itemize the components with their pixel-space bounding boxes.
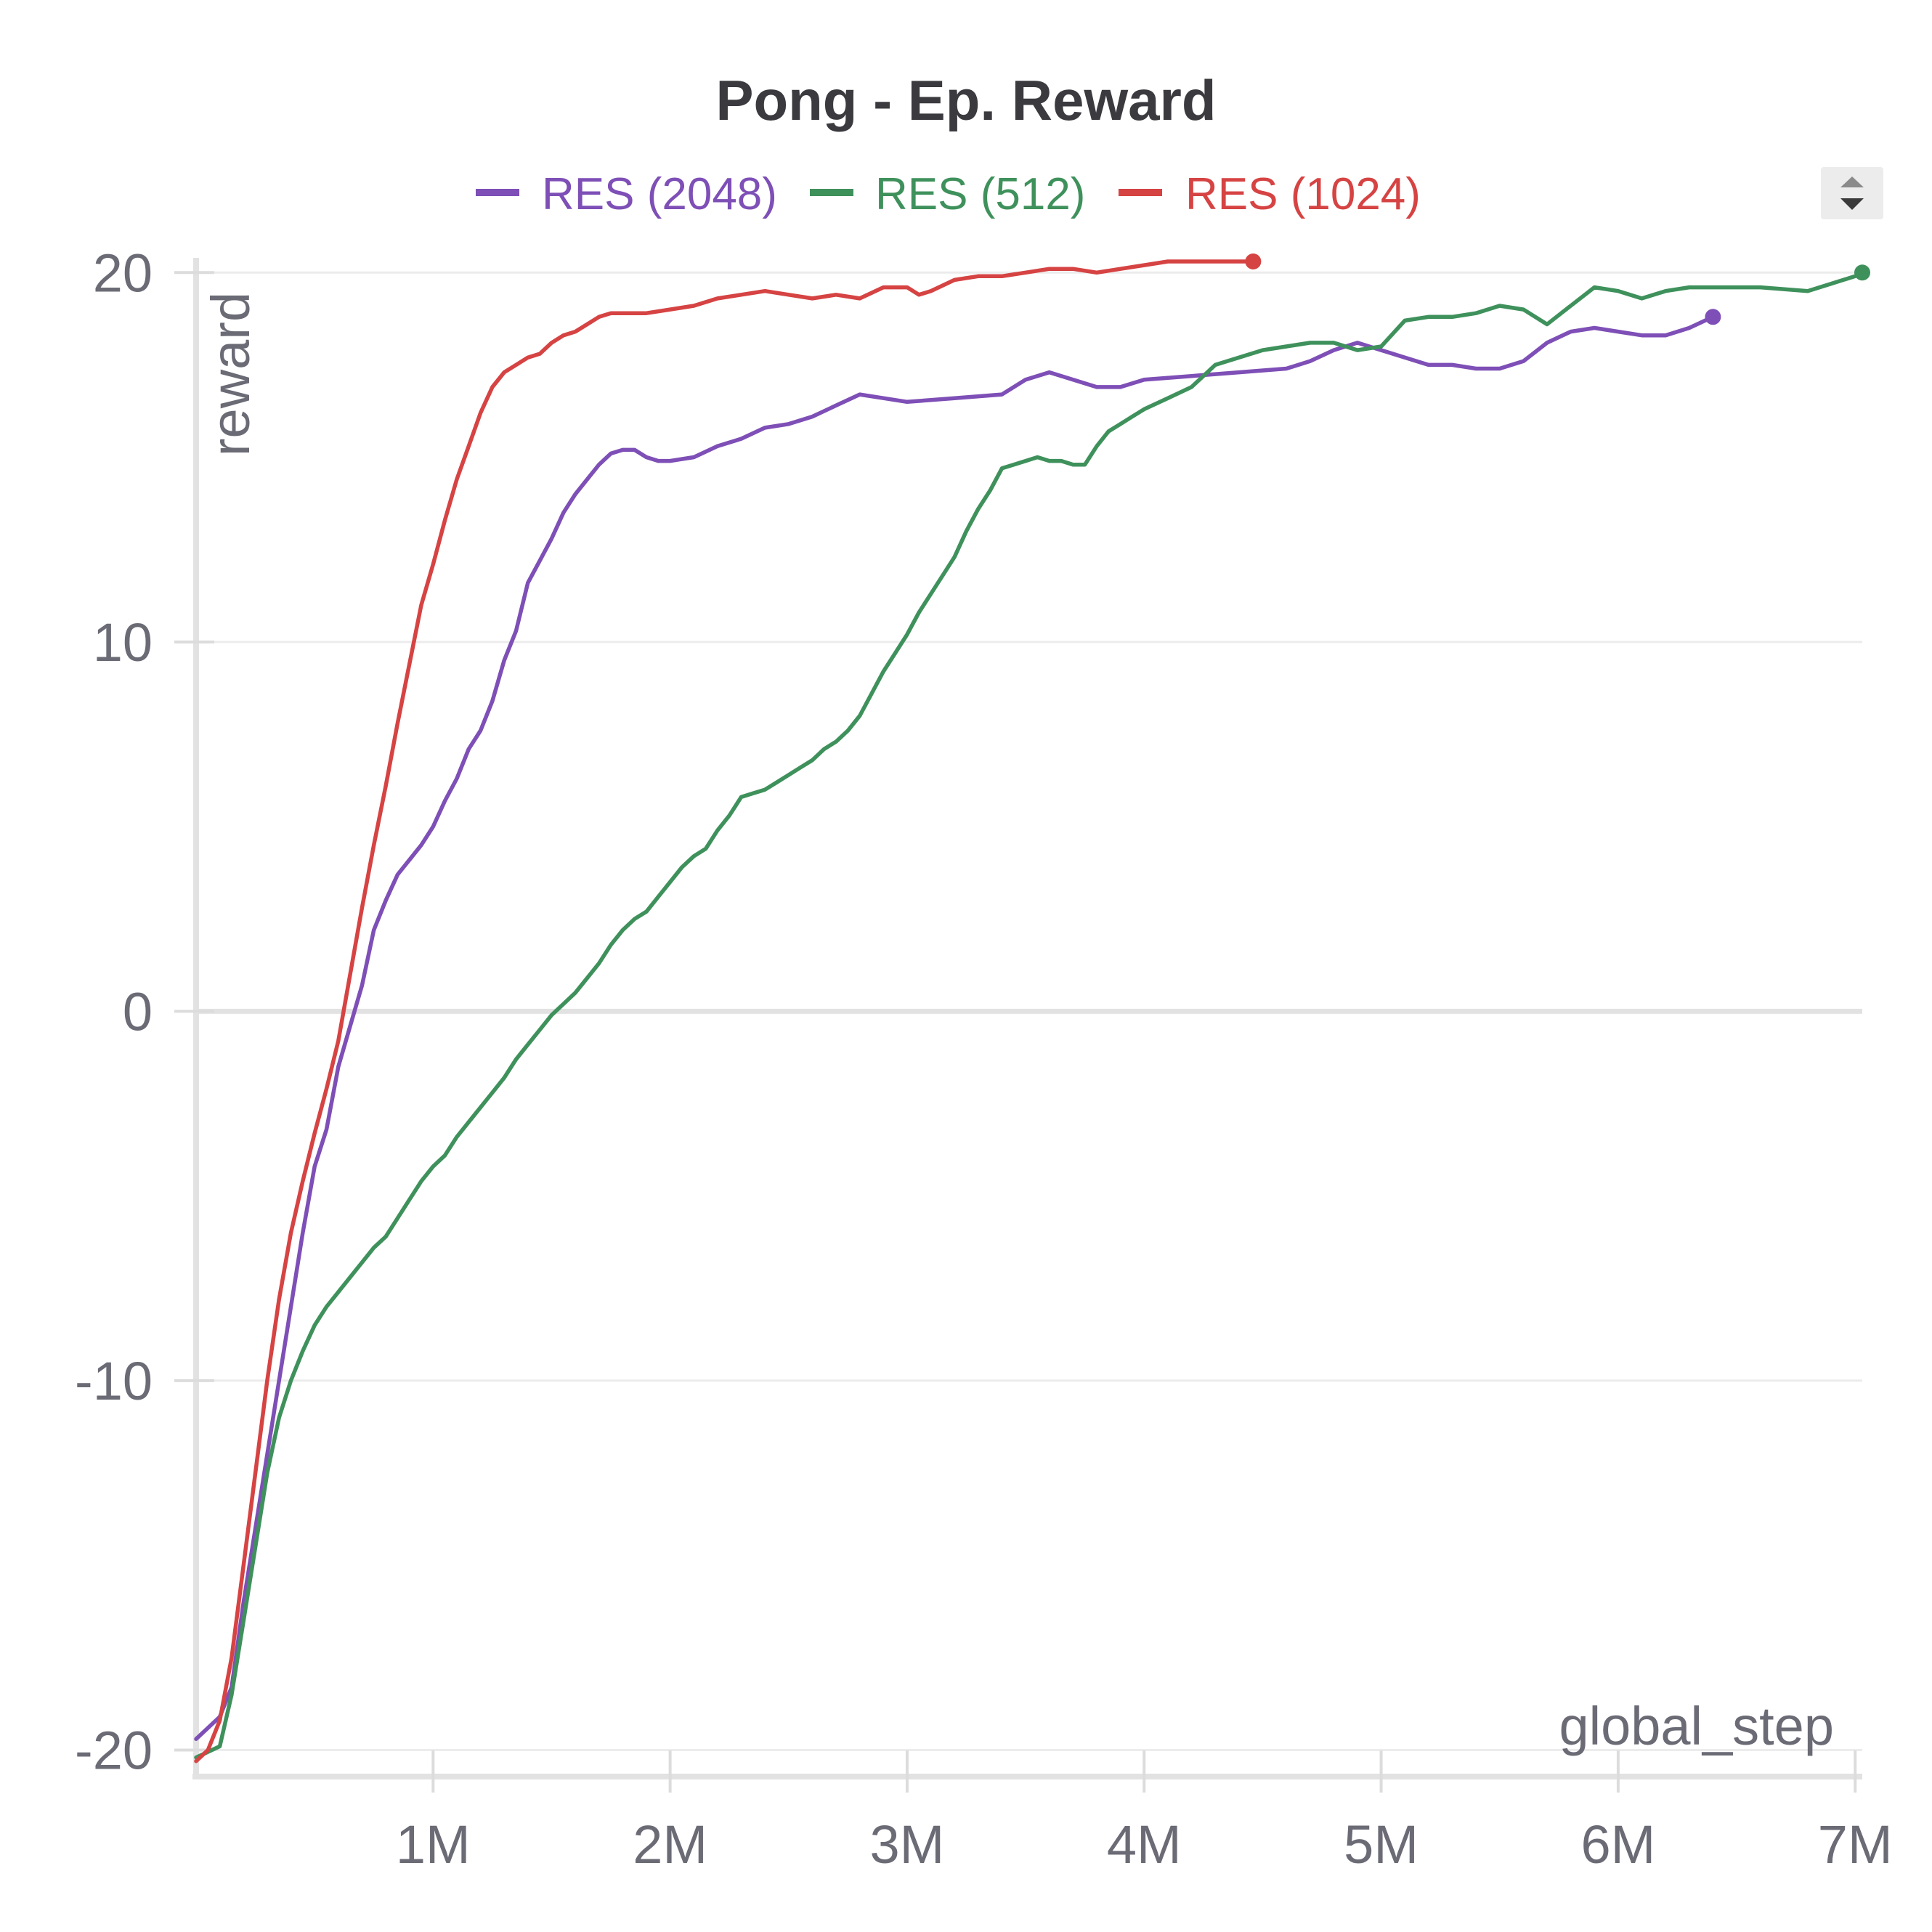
y-axis-ticks: 20 10 0 -10 -20 [75,243,214,1780]
series-line-res-1024 [194,259,1256,1763]
legend-label-res-2048[interactable]: RES (2048) [542,169,777,219]
axes [192,258,1862,1779]
y-tick-label: 10 [93,612,153,673]
legend[interactable]: RES (2048) RES (512) RES (1024) [476,169,1421,219]
x-tick-label: 6M [1580,1814,1655,1875]
x-tick-label: 3M [870,1814,945,1875]
x-axis-ticks: 1M 2M 3M 4M 5M 6M 7M [396,1750,1893,1875]
chart-title: Pong - Ep. Reward [715,68,1216,132]
y-tick-label: -10 [75,1351,153,1411]
chevron-down-icon[interactable] [1840,198,1864,210]
x-tick-label: 4M [1107,1814,1182,1875]
series-endpoint-res-2048 [1705,309,1721,325]
series-endpoint-res-1024 [1245,253,1262,269]
x-tick-label: 2M [633,1814,707,1875]
series-line-res-2048 [194,314,1716,1741]
legend-label-res-1024[interactable]: RES (1024) [1185,169,1421,219]
legend-label-res-512[interactable]: RES (512) [875,169,1085,219]
series-line-res-512 [194,270,1864,1760]
y-tick-label: 20 [93,243,153,303]
series-lines [194,253,1870,1763]
x-tick-label: 7M [1818,1814,1893,1875]
x-tick-label: 1M [396,1814,471,1875]
x-tick-label: 5M [1344,1814,1418,1875]
series-endpoint-res-512 [1854,264,1870,281]
chevron-up-icon[interactable] [1840,176,1864,187]
y-axis-title: reward [200,292,261,456]
y-tick-label: 0 [123,981,153,1042]
y-tick-label: -20 [75,1720,153,1780]
x-axis-title: global_step [1559,1696,1834,1756]
legend-scroll-control[interactable] [1821,167,1883,219]
